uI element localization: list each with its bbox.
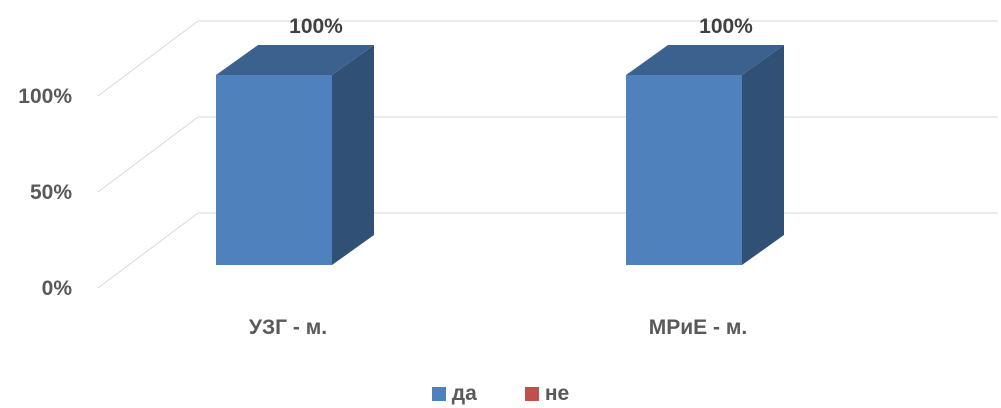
legend-label-ne: не — [544, 382, 570, 405]
bar-side — [742, 45, 784, 265]
bar-data-label: 100% — [289, 15, 343, 38]
chart-legend: да не — [0, 380, 1001, 408]
y-tick-label: 0% — [42, 277, 73, 300]
x-category-label: МРиЕ - м. — [649, 316, 747, 339]
y-axis-ticks: 0% 50% 100% — [18, 85, 72, 300]
legend-item-da: да — [431, 382, 477, 406]
grid-side-line — [97, 116, 199, 193]
legend-label-da: да — [451, 382, 477, 405]
x-axis-categories: УЗГ - м. МРиЕ - м. — [249, 316, 747, 339]
legend-item-ne: не — [524, 382, 570, 406]
y-tick-label: 50% — [30, 181, 72, 204]
bar-data-label: 100% — [699, 15, 753, 38]
x-category-label: УЗГ - м. — [249, 316, 327, 339]
bar-front — [626, 75, 742, 265]
grid-side-line — [97, 20, 199, 97]
legend-swatch-da — [431, 387, 446, 401]
bar-side — [332, 45, 374, 265]
data-labels: 100% 100% — [289, 15, 753, 38]
grid-side-line — [97, 212, 199, 289]
y-tick-label: 100% — [18, 85, 72, 108]
legend-swatch-ne — [524, 387, 539, 401]
bar-front — [216, 75, 332, 265]
chart-bars — [216, 45, 784, 265]
bar-top — [216, 45, 374, 75]
bar-top — [626, 45, 784, 75]
